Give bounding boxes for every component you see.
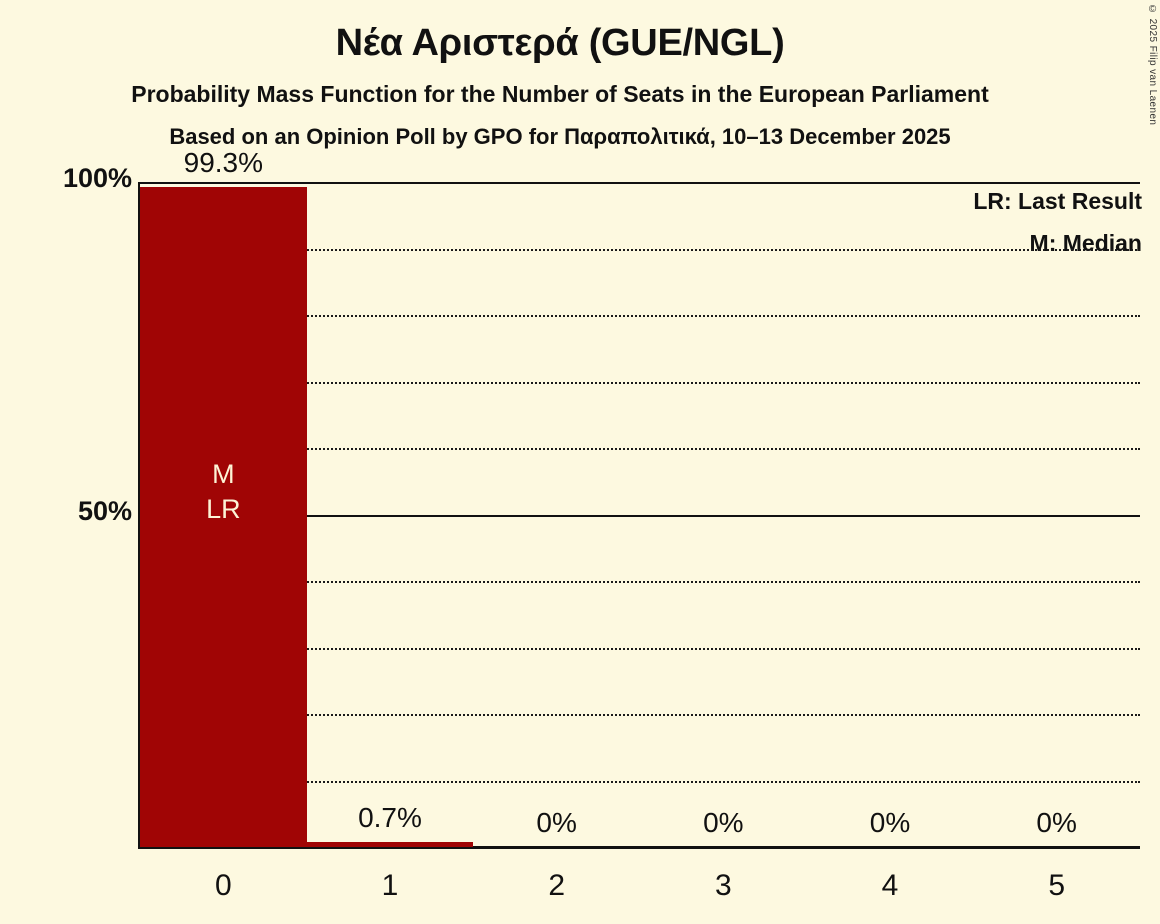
bar-markers: M LR xyxy=(140,457,307,527)
chart-source-line: Based on an Opinion Poll by GPO for Παρα… xyxy=(169,124,951,150)
gridline-90 xyxy=(140,248,1140,251)
gridline-60 xyxy=(140,448,1140,450)
x-tick-1: 1 xyxy=(381,869,399,902)
gridline-100 xyxy=(140,182,1140,184)
gridline-80 xyxy=(140,315,1140,317)
x-tick-5: 5 xyxy=(1048,869,1065,902)
bar-value-label-1: 0.7% xyxy=(358,802,422,834)
gridline-70 xyxy=(140,381,1140,384)
bar-seat-1 xyxy=(306,842,474,847)
median-marker: M xyxy=(212,458,235,489)
bar-value-label-5: 0% xyxy=(1036,807,1077,838)
last-result-marker: LR xyxy=(206,493,241,524)
bar-value-label-4: 0% xyxy=(869,807,911,838)
x-tick-0: 0 xyxy=(214,869,232,902)
y-axis-line xyxy=(138,182,140,847)
gridline-40 xyxy=(140,581,1140,583)
legend-median: M: Median xyxy=(1029,230,1142,256)
bar-seat-0: M LR xyxy=(140,186,307,847)
x-axis-line xyxy=(138,846,1140,849)
gridline-30 xyxy=(140,647,1140,650)
chart-subtitle: Probability Mass Function for the Number… xyxy=(131,80,989,107)
bar-value-label-3: 0% xyxy=(703,807,744,838)
x-tick-3: 3 xyxy=(714,869,732,902)
plot-area: M LR 99.3% 0.7% 0% 0% 0% 0% xyxy=(138,147,1140,849)
bar-value-label-0: 99.3% xyxy=(183,146,264,178)
chart-title: Νέα Αριστερά (GUE/NGL) xyxy=(335,22,785,64)
legend-last-result: LR: Last Result xyxy=(973,188,1142,214)
title-block: Νέα Αριστερά (GUE/NGL) Probability Mass … xyxy=(0,0,1120,148)
x-tick-2: 2 xyxy=(548,869,565,902)
gridline-20 xyxy=(140,714,1140,716)
x-tick-4: 4 xyxy=(881,869,899,902)
gridline-50 xyxy=(140,514,1140,517)
gridline-10 xyxy=(140,780,1140,783)
y-tick-50pct: 50% xyxy=(77,495,132,526)
y-tick-100pct: 100% xyxy=(62,163,132,193)
bar-value-label-2: 0% xyxy=(536,807,577,838)
copyright-notice: © 2025 Filip van Laenen xyxy=(1147,4,1158,126)
